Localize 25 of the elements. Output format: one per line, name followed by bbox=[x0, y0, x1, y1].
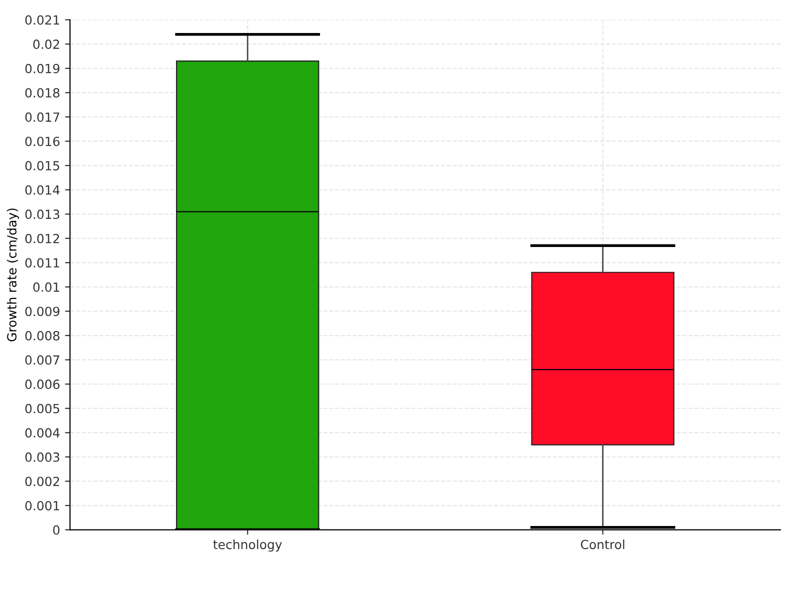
y-tick-label: 0.008 bbox=[25, 330, 60, 340]
y-tick-label: 0.006 bbox=[25, 380, 60, 390]
x-tick-label: technology bbox=[213, 540, 282, 552]
y-tick-label: 0.009 bbox=[25, 306, 60, 316]
y-tick-label: 0.021 bbox=[25, 15, 60, 25]
y-tick-label: 0.007 bbox=[25, 355, 60, 365]
y-tick-label: 0.001 bbox=[25, 500, 60, 510]
y-tick-label: 0.02 bbox=[33, 40, 60, 50]
y-axis-title: Growth rate (cm/day) bbox=[6, 208, 19, 342]
y-tick-label: 0.016 bbox=[25, 136, 60, 146]
y-tick-label: 0 bbox=[53, 525, 60, 535]
y-tick-label: 0.002 bbox=[25, 476, 60, 486]
y-tick-label: 0.017 bbox=[25, 112, 60, 122]
y-tick-label: 0.005 bbox=[25, 404, 60, 414]
y-tick-label: 0.003 bbox=[25, 452, 60, 462]
y-tick-label: 0.014 bbox=[25, 185, 60, 195]
y-tick-label: 0.01 bbox=[33, 282, 60, 292]
y-tick-label: 0.018 bbox=[25, 88, 60, 98]
y-tick-label: 0.011 bbox=[25, 258, 60, 268]
x-tick-label: Control bbox=[580, 540, 624, 550]
y-tick-label: 0.012 bbox=[25, 234, 60, 244]
y-tick-label: 0.019 bbox=[25, 64, 60, 74]
y-tick-label: 0.004 bbox=[25, 428, 60, 438]
y-tick-label: 0.013 bbox=[25, 210, 60, 220]
y-tick-label: 0.015 bbox=[25, 160, 60, 170]
